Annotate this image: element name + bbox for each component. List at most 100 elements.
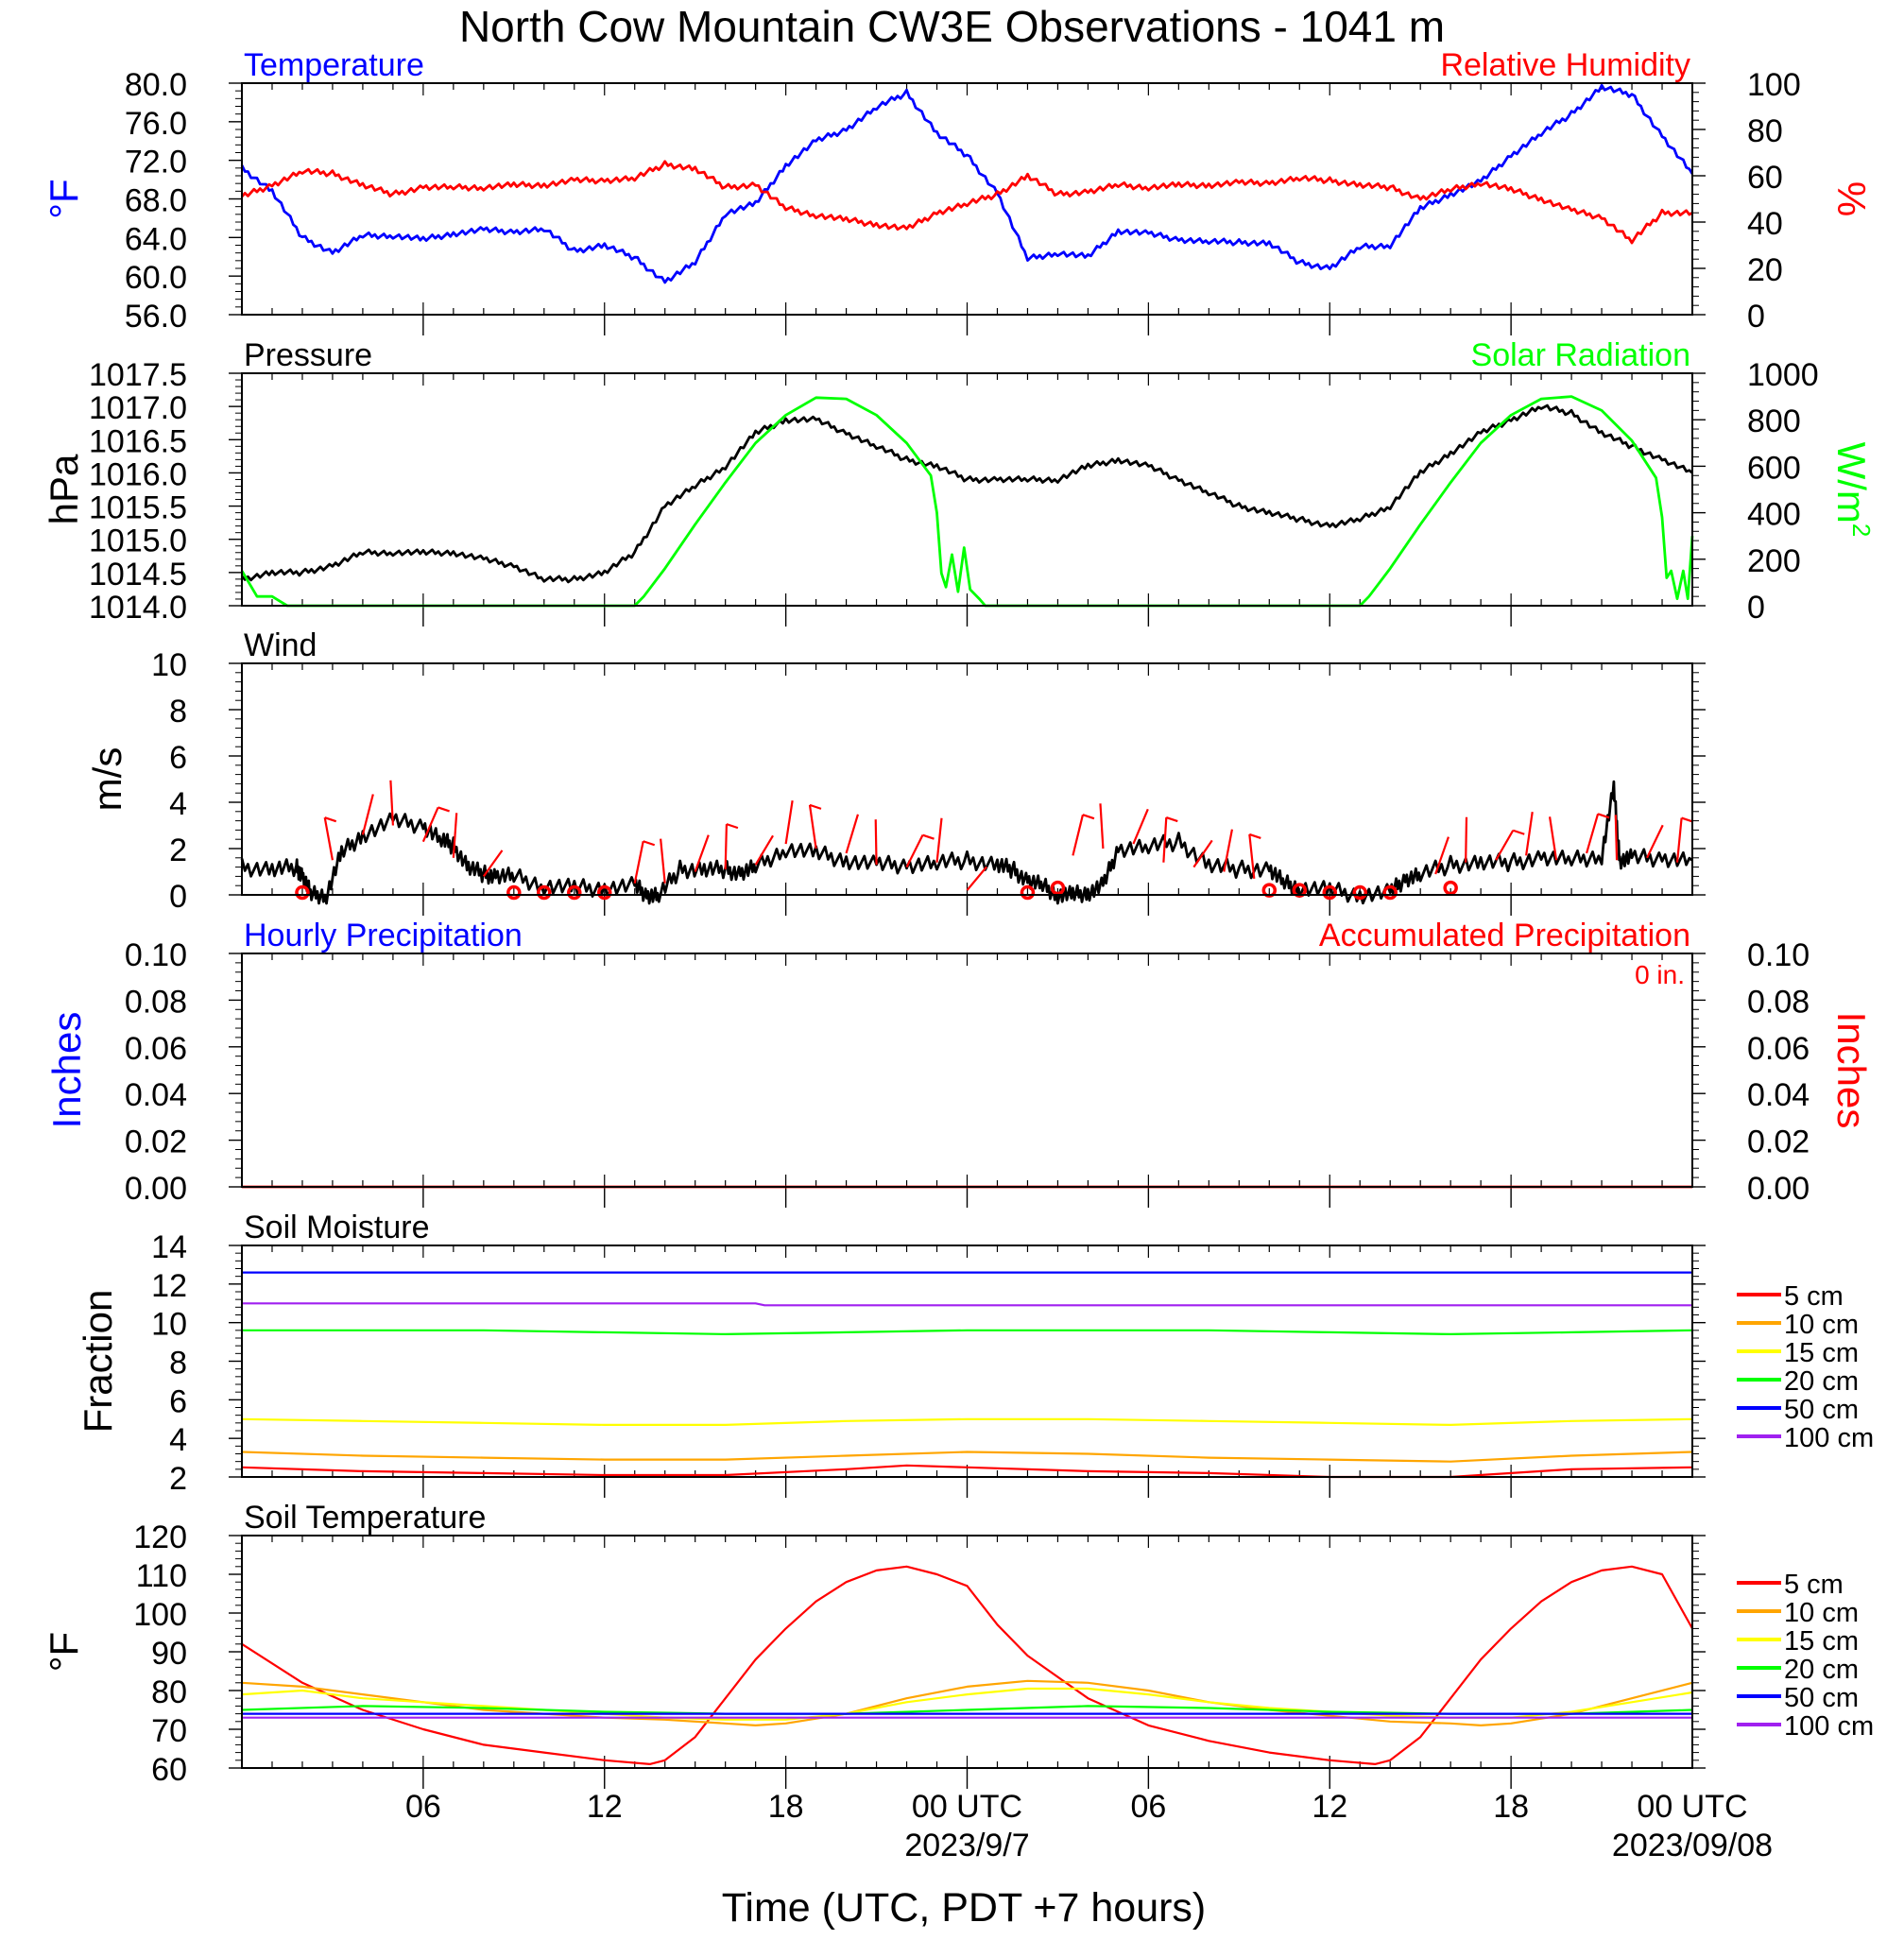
x-tick-label: 18	[1493, 1789, 1529, 1825]
y-tick-label-right: 0.06	[1747, 1031, 1810, 1067]
wind-barb-flag	[809, 803, 822, 810]
legend-label: 15 cm	[1784, 1626, 1859, 1657]
y-tick-label-left: 110	[136, 1558, 187, 1594]
wind-barb	[724, 824, 729, 870]
wind-barb	[808, 804, 817, 850]
wind-barb	[694, 834, 710, 872]
panel-title-left: Soil Temperature	[244, 1500, 486, 1536]
y-tick-label-left: 60	[151, 1752, 187, 1788]
calm-wind-circle	[1020, 884, 1036, 901]
y-axis-label-right-text: Inches	[1829, 1012, 1874, 1129]
calm-wind-circle	[1292, 883, 1308, 898]
legend-label: 5 cm	[1784, 1570, 1844, 1600]
wind-barb	[1248, 833, 1256, 879]
wind-barb	[421, 806, 439, 843]
panel-temp_rh: 80.076.072.068.064.060.056.0 100 80 60 40 20 0…	[42, 47, 1874, 335]
y-tick-label-left: 0.10	[125, 937, 187, 973]
y-tick-label-left: 120	[133, 1519, 187, 1555]
y-tick-label-left: 1017.5	[89, 357, 187, 393]
chart-title: North Cow Mountain CW3E Observations - 1…	[459, 2, 1445, 51]
x-axis-label: Time (UTC, PDT +7 hours)	[722, 1885, 1207, 1931]
wind-barb	[452, 813, 458, 858]
legend-label: 50 cm	[1784, 1395, 1859, 1425]
series-line-20-cm	[241, 1705, 1693, 1715]
wind-barb	[1675, 817, 1683, 863]
y-tick-label-left: 1017.0	[89, 390, 187, 426]
y-axis-label-right: W/m2	[1829, 442, 1876, 538]
panel-frame	[241, 1535, 1693, 1769]
series-line-5-cm	[241, 1565, 1693, 1766]
calm-wind-circle	[506, 884, 522, 901]
panel-frame	[241, 82, 1693, 316]
x-tick-label: 12	[587, 1789, 623, 1825]
wind-barb	[482, 850, 504, 878]
wind-barb	[784, 800, 794, 845]
y-tick-label-left: 0.08	[125, 984, 187, 1020]
series-line-20-cm	[242, 1329, 1693, 1336]
series-line-relative-humidity	[240, 160, 1693, 245]
y-tick-label-right: 20	[1747, 252, 1783, 288]
y-tick-label-right: 0.08	[1747, 984, 1810, 1020]
y-axis-label-left: °F	[42, 179, 86, 218]
y-tick-label-right: 80	[1747, 113, 1783, 149]
y-axis-label-left: m/s	[85, 747, 129, 812]
legend-label: 10 cm	[1784, 1598, 1859, 1628]
wind-barb	[1465, 816, 1468, 863]
wind-barb-flag	[1681, 816, 1693, 823]
y-tick-label-left: 2	[169, 1461, 187, 1497]
y-axis-label-right-text: %	[1829, 181, 1874, 216]
wind-barb-flag	[1597, 813, 1610, 819]
wind-barb	[935, 817, 943, 863]
wind-barb	[1162, 816, 1168, 863]
panel-frame	[241, 372, 1693, 607]
calm-wind-circle	[567, 884, 582, 901]
wind-barb	[1548, 816, 1558, 861]
panel-frame	[241, 953, 1693, 1188]
wind-barb	[1099, 803, 1105, 850]
wind-barb	[1132, 808, 1149, 845]
series-line-pressure	[240, 403, 1693, 584]
series-line-15-cm	[241, 1687, 1693, 1721]
wind-barb	[1586, 814, 1600, 854]
wind-barb	[389, 780, 394, 826]
series-line-10-cm	[241, 1451, 1693, 1463]
legend-label: 100 cm	[1784, 1423, 1874, 1453]
y-tick-label-left: 2	[169, 833, 187, 868]
y-tick-label-left: 1015.5	[89, 490, 187, 526]
wind-barb	[1192, 839, 1213, 868]
wind-barb	[966, 866, 987, 891]
wind-barb-flag	[1165, 816, 1178, 823]
legend-label: 15 cm	[1784, 1338, 1859, 1368]
series-line-100-cm	[242, 1302, 1692, 1307]
wind-barb	[905, 834, 924, 868]
y-tick-label-right: 0.02	[1747, 1125, 1810, 1160]
x-date-label: 2023/9/7	[904, 1828, 1029, 1863]
calm-wind-circle	[1352, 884, 1367, 901]
y-axis-label-left: Fraction	[76, 1290, 120, 1434]
panel-frame	[241, 1245, 1693, 1478]
panel-title-left: Wind	[244, 627, 317, 663]
y-tick-label-right: 0	[1747, 590, 1765, 626]
calm-wind-circle	[1443, 880, 1458, 896]
x-tick-label: 18	[768, 1789, 804, 1825]
x-date-label: 2023/09/08	[1612, 1828, 1773, 1863]
y-tick-label-left: 90	[151, 1636, 187, 1672]
wind-barb	[660, 838, 666, 884]
panel-title-right: Accumulated Precipitation	[1319, 918, 1690, 953]
x-tick-label: 12	[1312, 1789, 1347, 1825]
wind-barb-flag	[922, 833, 935, 840]
x-tick-label: 06	[1130, 1789, 1166, 1825]
wind-barb	[1646, 824, 1664, 859]
panel-title-left: Soil Moisture	[244, 1210, 430, 1245]
y-axis-label-left: Inches	[44, 1012, 89, 1129]
y-tick-label-left: 0.04	[125, 1077, 187, 1113]
y-tick-label-right: 40	[1747, 206, 1783, 242]
y-tick-label-left: 14	[151, 1229, 187, 1265]
y-tick-label-left: 80.0	[125, 67, 187, 103]
series-line-15-cm	[241, 1417, 1693, 1427]
y-tick-label-left: 6	[169, 1383, 187, 1419]
y-tick-label-left: 1016.0	[89, 456, 187, 492]
wind-barb	[361, 794, 374, 835]
